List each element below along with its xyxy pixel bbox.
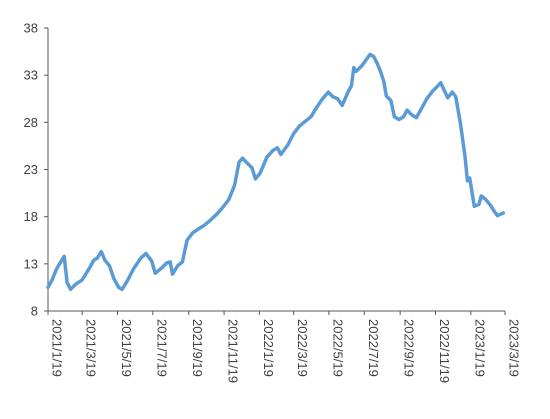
x-tick-label: 2022/3/19 xyxy=(295,319,310,377)
y-tick-label: 33 xyxy=(24,68,38,83)
x-tick-label: 2021/9/19 xyxy=(190,319,205,377)
y-tick-label: 18 xyxy=(24,209,38,224)
y-tick-label: 28 xyxy=(24,115,38,130)
y-tick-label: 13 xyxy=(24,256,38,271)
y-tick-label: 23 xyxy=(24,162,38,177)
x-tick-label: 2021/5/19 xyxy=(119,319,134,377)
y-tick-label: 38 xyxy=(24,21,38,36)
x-tick-label: 2022/5/19 xyxy=(330,319,345,377)
x-tick-label: 2021/1/19 xyxy=(50,319,65,377)
x-tick-label: 2021/3/19 xyxy=(84,319,99,377)
y-tick-label: 8 xyxy=(31,304,38,319)
y-axis: 8 13 18 23 28 33 38 xyxy=(24,21,49,319)
x-tick-label: 2022/9/19 xyxy=(402,319,417,377)
x-tick-label: 2021/11/19 xyxy=(226,319,241,383)
x-tick-label: 2023/1/19 xyxy=(472,319,487,377)
x-tick-label: 2022/7/19 xyxy=(366,319,381,377)
x-tick-label: 2023/3/19 xyxy=(507,319,522,377)
series-line-1 xyxy=(46,52,506,292)
x-tick-label: 2022/1/19 xyxy=(261,319,276,377)
x-axis: 2021/1/19 2021/3/19 2021/5/19 2021/7/19 2021… xyxy=(47,310,522,383)
x-tick-label: 2022/11/19 xyxy=(437,319,452,383)
x-tick-label: 2021/7/19 xyxy=(154,319,169,377)
plot-area xyxy=(46,52,506,292)
